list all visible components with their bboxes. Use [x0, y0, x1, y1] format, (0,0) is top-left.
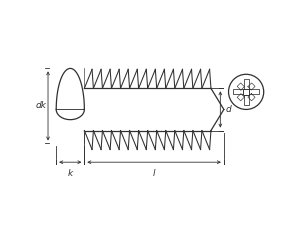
Text: k: k: [68, 169, 73, 178]
Bar: [243, 89, 249, 95]
Text: d: d: [226, 105, 231, 114]
Text: l: l: [153, 169, 155, 178]
Text: dk: dk: [36, 102, 47, 110]
